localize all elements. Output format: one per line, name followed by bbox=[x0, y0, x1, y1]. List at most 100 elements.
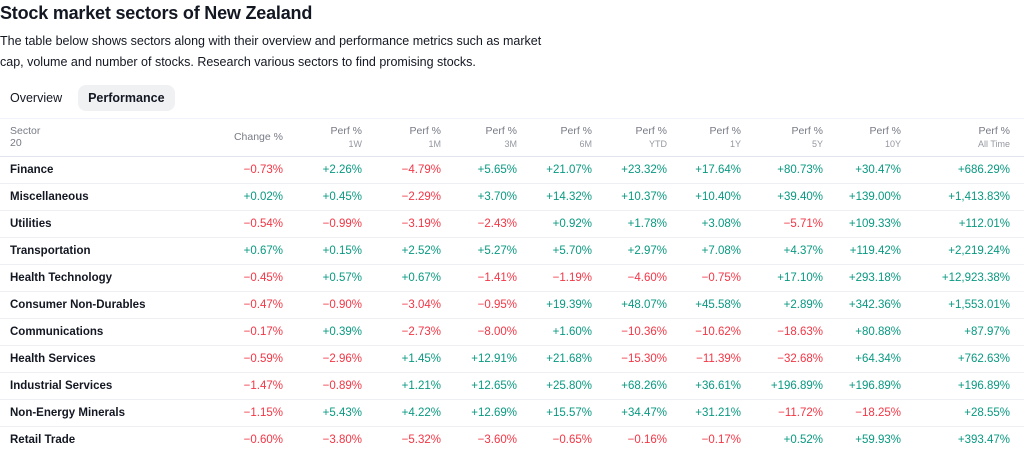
sector-link[interactable]: Non-Energy Minerals bbox=[0, 399, 208, 427]
perf-cell-perf-ytd: −15.30% bbox=[592, 345, 667, 373]
table-row[interactable]: Retail Trade −0.60% −3.80% −5.32% −3.60% −0.6… bbox=[0, 426, 1024, 450]
perf-cell-perf-6m: +15.57% bbox=[517, 399, 592, 427]
col-header-perf-3m[interactable]: Perf % 3M bbox=[441, 118, 517, 157]
sector-link[interactable]: Consumer Non-Durables bbox=[0, 291, 208, 319]
col-header-perf-1m[interactable]: Perf % 1M bbox=[362, 118, 441, 157]
page-description-line: cap, volume and number of stocks. Resear… bbox=[0, 55, 476, 69]
perf-cell-change: +0.02% bbox=[208, 183, 283, 211]
perf-cell-perf-ytd: +2.97% bbox=[592, 237, 667, 265]
perf-cell-perf-10y: +196.89% bbox=[823, 372, 901, 400]
col-header-label: Perf % bbox=[869, 125, 901, 137]
sector-link[interactable]: Finance bbox=[0, 156, 208, 184]
perf-cell-change: +0.67% bbox=[208, 237, 283, 265]
perf-cell-perf-1m: −5.32% bbox=[362, 426, 441, 450]
sector-link[interactable]: Health Technology bbox=[0, 264, 208, 292]
perf-cell-perf-ytd: −10.36% bbox=[592, 318, 667, 346]
col-header-perf-5y[interactable]: Perf % 5Y bbox=[741, 118, 823, 157]
col-header-perf-6m[interactable]: Perf % 6M bbox=[517, 118, 592, 157]
col-header-label: Perf % bbox=[709, 125, 741, 137]
perf-cell-perf-1m: −3.04% bbox=[362, 291, 441, 319]
perf-cell-perf-5y: +4.37% bbox=[741, 237, 823, 265]
perf-cell-change: −0.60% bbox=[208, 426, 283, 450]
col-header-period: YTD bbox=[649, 139, 667, 149]
perf-cell-perf-5y: +17.10% bbox=[741, 264, 823, 292]
col-header-period: 10Y bbox=[884, 139, 901, 149]
perf-cell-perf-5y: +196.89% bbox=[741, 372, 823, 400]
perf-cell-change: −0.73% bbox=[208, 156, 283, 184]
perf-cell-perf-10y: +139.00% bbox=[823, 183, 901, 211]
col-header-perf-1y[interactable]: Perf % 1Y bbox=[667, 118, 741, 157]
col-header-sector[interactable]: Sector 20 bbox=[0, 118, 208, 157]
perf-cell-perf-5y: −11.72% bbox=[741, 399, 823, 427]
perf-cell-perf-3m: +12.65% bbox=[441, 372, 517, 400]
perf-cell-perf-1y: −11.39% bbox=[667, 345, 741, 373]
col-header-perf-ytd[interactable]: Perf % YTD bbox=[592, 118, 667, 157]
sectors-page: Stock market sectors of New Zealand The … bbox=[0, 3, 1024, 450]
perf-cell-perf-all-time: +686.29% bbox=[901, 156, 1024, 184]
perf-cell-perf-6m: −1.19% bbox=[517, 264, 592, 292]
col-header-perf-all-time[interactable]: Perf % All Time bbox=[901, 118, 1024, 157]
table-row[interactable]: Finance −0.73% +2.26% −4.79% +5.65% +21.07% +2… bbox=[0, 156, 1024, 184]
perf-cell-perf-ytd: +48.07% bbox=[592, 291, 667, 319]
perf-cell-change: −0.45% bbox=[208, 264, 283, 292]
sector-link[interactable]: Industrial Services bbox=[0, 372, 208, 400]
perf-cell-perf-3m: −2.43% bbox=[441, 210, 517, 238]
perf-cell-perf-3m: −1.41% bbox=[441, 264, 517, 292]
perf-cell-perf-1y: +45.58% bbox=[667, 291, 741, 319]
table-row[interactable]: Health Technology −0.45% +0.57% +0.67% −1.41… bbox=[0, 264, 1024, 292]
table-row[interactable]: Health Services −0.59% −2.96% +1.45% +12.91%… bbox=[0, 345, 1024, 373]
sector-link[interactable]: Utilities bbox=[0, 210, 208, 238]
perf-cell-perf-all-time: +1,413.83% bbox=[901, 183, 1024, 211]
perf-cell-perf-1w: −3.80% bbox=[283, 426, 362, 450]
table-row[interactable]: Communications −0.17% +0.39% −2.73% −8.00% +1… bbox=[0, 318, 1024, 346]
table-row[interactable]: Industrial Services −1.47% −0.89% +1.21% +12… bbox=[0, 372, 1024, 400]
perf-cell-perf-1w: +2.26% bbox=[283, 156, 362, 184]
col-header-period: 6M bbox=[579, 139, 592, 149]
perf-cell-perf-1m: +1.21% bbox=[362, 372, 441, 400]
perf-cell-perf-all-time: +12,923.38% bbox=[901, 264, 1024, 292]
perf-cell-perf-10y: +342.36% bbox=[823, 291, 901, 319]
sector-link[interactable]: Transportation bbox=[0, 237, 208, 265]
perf-cell-perf-ytd: +10.37% bbox=[592, 183, 667, 211]
perf-cell-perf-10y: +30.47% bbox=[823, 156, 901, 184]
perf-cell-perf-1y: +10.40% bbox=[667, 183, 741, 211]
col-header-period: 1Y bbox=[729, 139, 741, 149]
perf-cell-perf-6m: +19.39% bbox=[517, 291, 592, 319]
col-header-perf-10y[interactable]: Perf % 10Y bbox=[823, 118, 901, 157]
perf-cell-perf-3m: +12.69% bbox=[441, 399, 517, 427]
perf-cell-perf-all-time: +762.63% bbox=[901, 345, 1024, 373]
perf-cell-perf-1y: +31.21% bbox=[667, 399, 741, 427]
perf-cell-perf-3m: −0.95% bbox=[441, 291, 517, 319]
perf-cell-perf-1m: −3.19% bbox=[362, 210, 441, 238]
col-header-perf-1w[interactable]: Perf % 1W bbox=[283, 118, 362, 157]
table-row[interactable]: Consumer Non-Durables −0.47% −0.90% −3.04% −… bbox=[0, 291, 1024, 319]
col-header-change[interactable]: Change % bbox=[208, 118, 283, 157]
table-row[interactable]: Miscellaneous +0.02% +0.45% −2.29% +3.70% +14… bbox=[0, 183, 1024, 211]
sector-link[interactable]: Miscellaneous bbox=[0, 183, 208, 211]
perf-cell-perf-3m: +3.70% bbox=[441, 183, 517, 211]
perf-cell-perf-1m: +1.45% bbox=[362, 345, 441, 373]
sector-link[interactable]: Retail Trade bbox=[0, 426, 208, 450]
tab-overview[interactable]: Overview bbox=[0, 85, 72, 111]
table-row[interactable]: Non-Energy Minerals −1.15% +5.43% +4.22% +12… bbox=[0, 399, 1024, 427]
col-header-period: 3M bbox=[504, 139, 517, 149]
perf-cell-perf-all-time: +28.55% bbox=[901, 399, 1024, 427]
perf-cell-perf-5y: −5.71% bbox=[741, 210, 823, 238]
sector-link[interactable]: Health Services bbox=[0, 345, 208, 373]
perf-cell-change: −1.47% bbox=[208, 372, 283, 400]
perf-cell-perf-5y: +39.40% bbox=[741, 183, 823, 211]
perf-cell-change: −0.47% bbox=[208, 291, 283, 319]
perf-cell-perf-6m: +25.80% bbox=[517, 372, 592, 400]
perf-cell-perf-1m: +0.67% bbox=[362, 264, 441, 292]
perf-cell-perf-6m: +21.07% bbox=[517, 156, 592, 184]
col-header-label: Change % bbox=[233, 131, 283, 143]
perf-cell-perf-1m: −2.73% bbox=[362, 318, 441, 346]
tab-performance[interactable]: Performance bbox=[78, 85, 175, 111]
table-row[interactable]: Utilities −0.54% −0.99% −3.19% −2.43% +0.92% +… bbox=[0, 210, 1024, 238]
table-row[interactable]: Transportation +0.67% +0.15% +2.52% +5.27% +5… bbox=[0, 237, 1024, 265]
sector-link[interactable]: Communications bbox=[0, 318, 208, 346]
perf-cell-perf-5y: +80.73% bbox=[741, 156, 823, 184]
page-description-line: The table below shows sectors along with… bbox=[0, 34, 542, 48]
perf-cell-perf-6m: +14.32% bbox=[517, 183, 592, 211]
perf-cell-change: −0.59% bbox=[208, 345, 283, 373]
